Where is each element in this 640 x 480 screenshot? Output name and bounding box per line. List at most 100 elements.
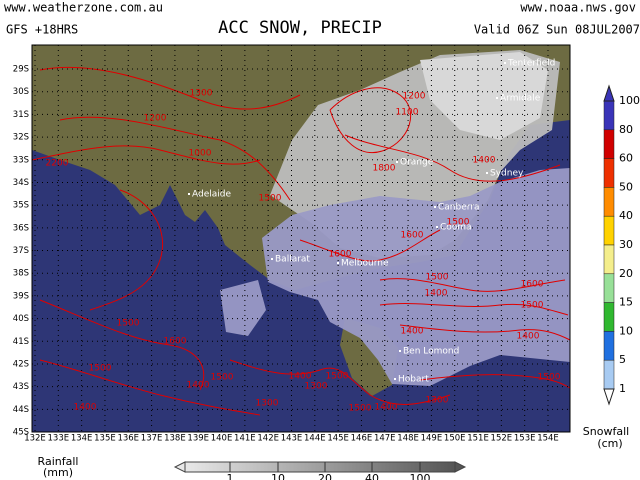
rainfall-level: 20	[318, 472, 332, 480]
snowfall-swatch	[603, 129, 615, 159]
snowfall-swatch	[603, 187, 615, 217]
contour-label: 2200	[46, 159, 69, 169]
contour-label: 1400	[517, 332, 540, 342]
lat-label: 44S	[13, 405, 29, 415]
map-title: ACC SNOW, PRECIP	[218, 18, 382, 38]
lon-label: 134E	[71, 434, 93, 444]
city-marker	[434, 206, 436, 208]
lat-label: 35S	[13, 201, 29, 211]
snowfall-level: 1	[619, 382, 626, 395]
snowfall-level: 60	[619, 152, 633, 165]
lon-label: 133E	[48, 434, 70, 444]
contour-label: 1600	[329, 250, 352, 260]
snowfall-level: 5	[619, 353, 626, 366]
rain-region	[220, 280, 266, 336]
city-label: Sydney	[490, 169, 524, 179]
lon-label: 136E	[117, 434, 139, 444]
city-marker	[496, 97, 498, 99]
contour-label: 1300	[305, 382, 328, 392]
snowfall-swatch	[603, 331, 615, 361]
contour-label: 1400	[425, 289, 448, 299]
rainfall-bar	[184, 461, 456, 473]
lat-label: 32S	[13, 133, 29, 143]
site-right: www.noaa.nws.gov	[520, 1, 636, 15]
contour-label: 1200	[403, 92, 426, 102]
contour-label: 1100	[396, 108, 419, 118]
contour-label: 1300	[426, 396, 449, 406]
contour-label: 1500	[538, 373, 561, 383]
lon-label: 145E	[327, 434, 349, 444]
city-marker	[486, 172, 488, 174]
contour-label: 1400	[473, 156, 496, 166]
snowfall-swatch	[603, 244, 615, 275]
contour-label: 1600	[164, 337, 187, 347]
contour-label: 1300	[190, 89, 213, 99]
contour-label: 1500	[326, 372, 349, 382]
snow-core	[420, 52, 548, 140]
lat-label: 42S	[13, 359, 29, 369]
lon-label: 139E	[187, 434, 209, 444]
lat-label: 41S	[13, 337, 29, 347]
lon-label: 143E	[281, 434, 303, 444]
colorbar-arrow-bottom	[603, 388, 615, 406]
lon-label: 140E	[211, 434, 233, 444]
snowfall-unit: (cm)	[597, 437, 622, 450]
lon-label: 137E	[141, 434, 163, 444]
lon-label: 148E	[397, 434, 419, 444]
contour-label: 1800	[373, 164, 396, 174]
city-marker	[394, 378, 396, 380]
lon-label: 151E	[467, 434, 489, 444]
lat-label: 40S	[13, 314, 29, 324]
snowfall-swatch	[603, 100, 615, 131]
contour-label: 1200	[144, 114, 167, 124]
lon-label: 150E	[444, 434, 466, 444]
contours	[31, 66, 571, 416]
lat-label: 37S	[13, 246, 29, 256]
contour-label: 1500	[349, 404, 372, 414]
lat-label: 36S	[13, 223, 29, 233]
lon-label: 142E	[257, 434, 279, 444]
snowfall-swatch	[603, 359, 615, 390]
lon-label: 144E	[304, 434, 326, 444]
snowfall-swatch	[603, 273, 615, 303]
site-left: www.weatherzone.com.au	[4, 1, 163, 15]
contour-label: 1500	[211, 373, 234, 383]
rainfall-level: 10	[271, 472, 285, 480]
lat-label: 45S	[13, 428, 29, 438]
city-label: Armidale	[500, 94, 541, 104]
contour-label: 1500	[426, 273, 449, 283]
city-label: Ben Lomond	[403, 347, 459, 357]
snowfall-title: Snowfall	[583, 425, 629, 438]
valid-time: Valid 06Z Sun 08JUL2007	[474, 23, 640, 37]
map-frame	[31, 44, 571, 433]
snowfall-level: 40	[619, 209, 633, 222]
rainfall-arrow-right	[454, 461, 467, 473]
rainfall-level: 1	[227, 472, 234, 480]
city-label: Hobart	[398, 375, 429, 385]
city-label: Canberra	[438, 203, 480, 213]
snowfall-level: 80	[619, 123, 633, 136]
city-marker	[504, 62, 506, 64]
contour-label: 1500	[521, 301, 544, 311]
contour-label: 1600	[401, 231, 424, 241]
lat-label: 39S	[13, 291, 29, 301]
lon-label: 132E	[24, 434, 46, 444]
city-marker	[337, 262, 339, 264]
lon-label: 154E	[537, 434, 559, 444]
lat-label: 31S	[13, 110, 29, 120]
contour-label: 1400	[401, 327, 424, 337]
snowfall-level: 10	[619, 324, 633, 337]
city-label: Tenterfield	[507, 59, 555, 69]
map	[31, 45, 571, 432]
contour-label: 1500	[117, 319, 140, 329]
city-marker	[271, 258, 273, 260]
city-label: Melbourne	[341, 259, 389, 269]
snowfall-level: 30	[619, 238, 633, 251]
snowfall-swatch	[603, 302, 615, 332]
contour-label: 1000	[189, 149, 212, 159]
snowfall-level: 20	[619, 267, 633, 280]
city-marker	[436, 226, 438, 228]
contour-label: 1500	[259, 194, 282, 204]
contour-label: 1300	[256, 399, 279, 409]
